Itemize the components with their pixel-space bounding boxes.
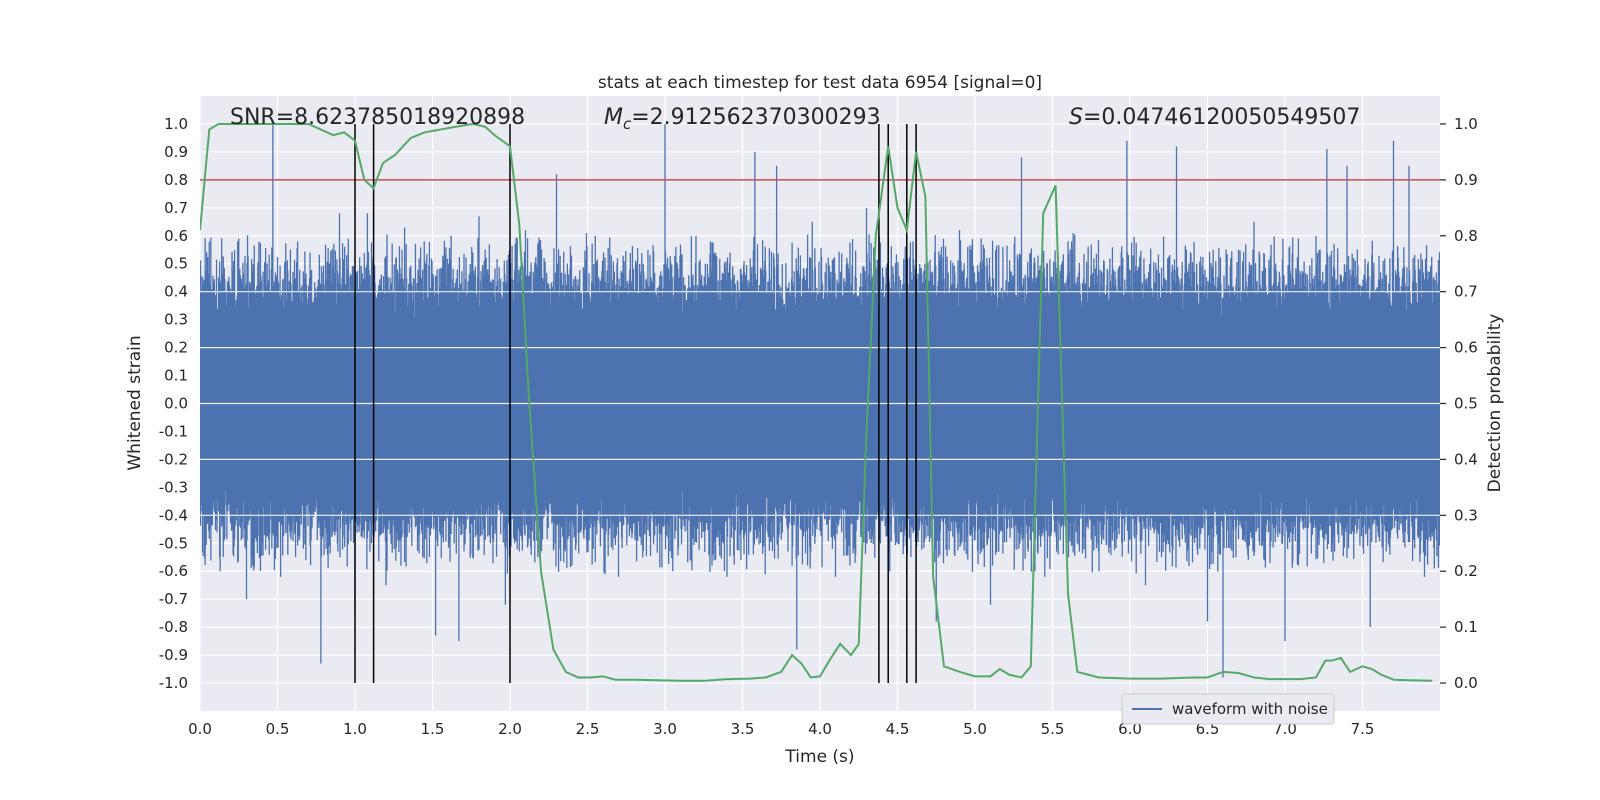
- y-left-tick-label: 0.6: [164, 227, 188, 245]
- chirp-mass-subscript: c: [623, 115, 632, 133]
- x-tick-label: 0.5: [266, 720, 290, 738]
- y-axis-left: 1.0 0.9 0.8 0.7 0.6 0.5 0.4 0.3 0.2 0.1 0.0 -0.1 -0.…: [159, 115, 188, 692]
- y-left-tick-label: -0.1: [159, 422, 188, 440]
- vertical-lines: [354, 123, 917, 684]
- y-left-tick-label: 0.8: [164, 171, 188, 189]
- y-left-tick-label: -0.9: [159, 646, 188, 664]
- y-axis-left-title: Whitened strain: [125, 335, 145, 470]
- probability-series: [200, 122, 1433, 682]
- x-tick-label: 0.0: [188, 720, 212, 738]
- s-symbol: S: [1069, 105, 1083, 130]
- y-right-tick-label: 0.7: [1454, 283, 1478, 301]
- legend-label: waveform with noise: [1172, 700, 1328, 718]
- y-left-tick-label: 0.7: [164, 199, 188, 217]
- x-tick-label: 1.0: [343, 720, 367, 738]
- y-left-tick-label: -0.2: [159, 450, 188, 468]
- probability-line: [200, 122, 1433, 682]
- y-left-tick-label: 0.3: [164, 311, 188, 329]
- x-tick-label: 5.0: [963, 720, 987, 738]
- s-annotation: S=0.04746120050549507: [1069, 105, 1360, 130]
- waveform-series: [200, 123, 1440, 678]
- x-axis-title: Time (s): [784, 747, 854, 767]
- y-left-tick-label: -0.5: [159, 534, 188, 552]
- y-right-tick-label: 0.0: [1454, 674, 1478, 692]
- y-left-tick-label: 0.0: [164, 395, 188, 413]
- y-right-tick-label: 0.8: [1454, 227, 1478, 245]
- y-left-tick-label: -0.8: [159, 618, 188, 636]
- s-value: =0.04746120050549507: [1083, 105, 1360, 130]
- y-left-tick-label: -0.7: [159, 590, 188, 608]
- y-left-tick-label: -0.6: [159, 562, 188, 580]
- y-right-tick-label: 0.3: [1454, 506, 1478, 524]
- y-left-tick-label: -0.4: [159, 506, 188, 524]
- y-left-tick-label: -1.0: [159, 674, 188, 692]
- chart-title: stats at each timestep for test data 695…: [598, 73, 1042, 93]
- x-tick-label: 2.0: [498, 720, 522, 738]
- x-tick-label: 3.5: [731, 720, 755, 738]
- y-right-tick-label: 1.0: [1454, 115, 1478, 133]
- legend-box: [1121, 693, 1335, 725]
- y-right-tick-label: 0.5: [1454, 395, 1478, 413]
- y-left-tick-label: 0.4: [164, 283, 188, 301]
- y-left-tick-label: 0.2: [164, 339, 188, 357]
- x-tick-label: 2.5: [576, 720, 600, 738]
- y-left-tick-label: 0.5: [164, 255, 188, 273]
- chirp-mass-symbol: M: [604, 105, 623, 130]
- y-right-tick-label: 0.6: [1454, 339, 1478, 357]
- y-right-tick-label: 0.2: [1454, 562, 1478, 580]
- y-left-tick-label: 0.9: [164, 143, 188, 161]
- y-right-tick-label: 0.9: [1454, 171, 1478, 189]
- x-tick-label: 5.5: [1041, 720, 1065, 738]
- chirp-mass-annotation: Mc=2.912562370300293: [604, 105, 881, 133]
- x-tick-label: 1.5: [421, 720, 445, 738]
- legend: waveform with noise: [1121, 693, 1335, 725]
- x-tick-label: 3.0: [653, 720, 677, 738]
- y-right-tick-label: 0.1: [1454, 618, 1478, 636]
- x-tick-label: 4.5: [886, 720, 910, 738]
- y-axis-right: 1.0 0.9 0.8 0.7 0.6 0.5 0.4 0.3 0.2 0.1 0.0: [1440, 115, 1478, 692]
- chirp-mass-value: =2.912562370300293: [631, 105, 880, 130]
- y-left-tick-label: -0.3: [159, 478, 188, 496]
- y-left-tick-label: 1.0: [164, 115, 188, 133]
- snr-annotation: SNR=8.623785018920898: [230, 105, 525, 130]
- x-tick-label: 4.0: [808, 720, 832, 738]
- y-axis-right-title: Detection probability: [1485, 314, 1505, 493]
- x-tick-label: 7.5: [1351, 720, 1375, 738]
- y-left-tick-label: 0.1: [164, 367, 188, 385]
- y-right-tick-label: 0.4: [1454, 450, 1478, 468]
